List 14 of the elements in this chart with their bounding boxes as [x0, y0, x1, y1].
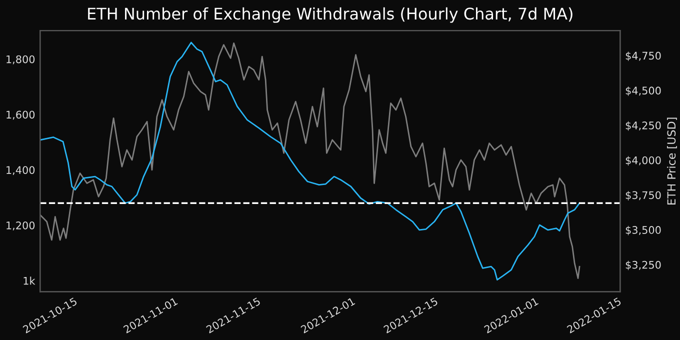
y2-tick-label: $4,750	[626, 52, 661, 62]
y-tick-label: 1,600	[6, 110, 35, 120]
y2-tick-label: $4,000	[626, 156, 661, 166]
y-tick-label: 1,400	[6, 166, 35, 176]
y2-tick-label: $4,500	[626, 86, 661, 96]
y-tick-label: 1,800	[6, 55, 35, 64]
y2-tick-label: $3,500	[626, 226, 661, 236]
y2-tick-label: $3,750	[626, 191, 661, 200]
y2-tick-label: $4,250	[626, 121, 661, 131]
y2-tick-label: $3,250	[626, 260, 661, 270]
y2-axis-title: ETH Price [USD]	[667, 118, 677, 204]
y-tick-label: 1,200	[6, 221, 35, 230]
y-tick-label: 1k	[24, 276, 36, 285]
chart-title: ETH Number of Exchange Withdrawals (Hourly Chart, 7d MA)	[88, 7, 572, 23]
